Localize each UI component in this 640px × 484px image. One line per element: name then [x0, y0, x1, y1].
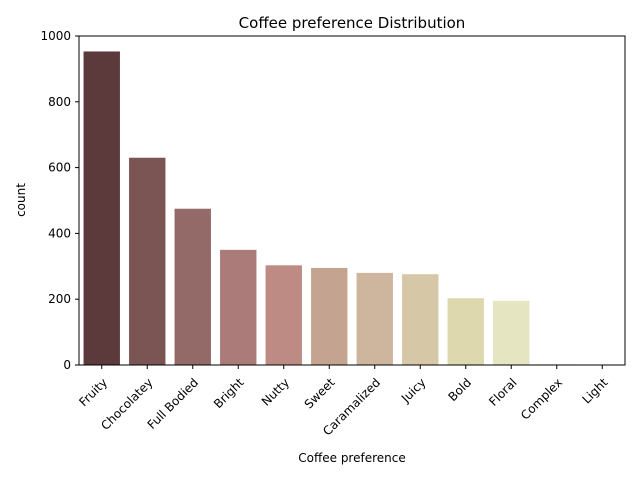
x-tick-label: Light: [580, 375, 611, 406]
y-tick-label: 1000: [40, 29, 71, 43]
bar-caramalized: [357, 273, 393, 365]
y-tick-label: 400: [48, 226, 71, 240]
bar-bright: [220, 250, 256, 365]
bar-fruity: [84, 51, 120, 365]
bar-floral: [493, 301, 529, 365]
chart-title: Coffee preference Distribution: [239, 14, 466, 32]
bar-chocolatey: [129, 158, 165, 365]
y-axis: 0 200 400 600 800 1000: [40, 29, 79, 372]
x-tick-label: Nutty: [259, 375, 292, 408]
y-tick-label: 200: [48, 292, 71, 306]
bars-group: [84, 51, 621, 365]
y-tick-label: 0: [63, 358, 71, 372]
y-axis-label: count: [14, 183, 28, 217]
x-tick-label: Floral: [486, 375, 519, 408]
x-tick-label: Bold: [445, 375, 474, 404]
y-tick-label: 600: [48, 161, 71, 175]
bar-full-bodied: [175, 209, 211, 365]
x-axis-label: Coffee preference: [298, 451, 405, 465]
y-tick-label: 800: [48, 95, 71, 109]
x-tick-label: Bright: [211, 375, 247, 411]
x-tick-label: Sweet: [302, 375, 338, 411]
bar-nutty: [266, 265, 302, 365]
bar-sweet: [311, 268, 347, 365]
x-tick-label: Complex: [518, 375, 565, 422]
bar-bold: [448, 298, 484, 365]
x-tick-label: Juicy: [398, 375, 429, 406]
x-tick-label: Fruity: [76, 375, 110, 409]
bar-juicy: [402, 274, 438, 365]
